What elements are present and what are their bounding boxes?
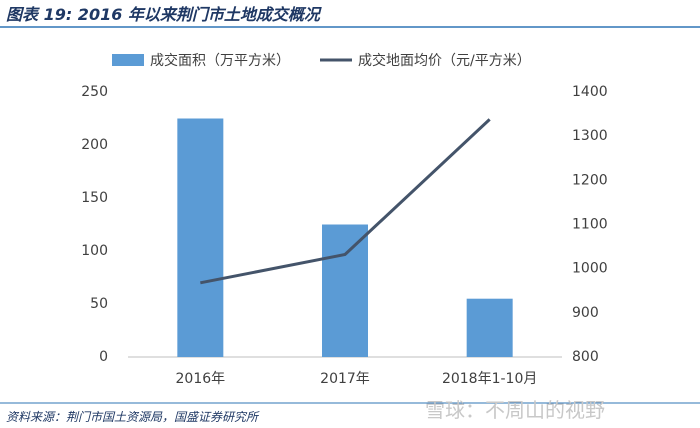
bar (177, 118, 224, 357)
y2-tick-label: 800 (572, 349, 599, 365)
y-tick-label: 200 (81, 137, 108, 153)
x-tick-label: 2018年1-10月 (442, 371, 537, 387)
y-tick-label: 50 (90, 296, 108, 312)
chart-title: 图表 19: 2016 年以来荆门市土地成交概况 (6, 5, 322, 24)
legend-swatch (112, 54, 144, 66)
y-tick-label: 0 (99, 349, 108, 365)
y2-tick-label: 1000 (572, 261, 608, 277)
bar (466, 298, 513, 357)
bar (322, 224, 368, 357)
x-tick-label: 2017年 (320, 371, 370, 387)
y2-tick-label: 1300 (572, 128, 608, 144)
y2-tick-label: 1400 (572, 84, 608, 100)
y2-tick-label: 900 (572, 305, 599, 321)
line (200, 118, 491, 285)
legend-label: 成交面积（万平方米） (150, 52, 290, 69)
watermark: 雪球：不周山的视野 (425, 398, 605, 422)
y2-tick-label: 1100 (572, 217, 608, 233)
x-tick-label: 2016年 (176, 371, 226, 387)
legend-label: 成交地面均价（元/平方米） (358, 52, 531, 69)
y2-tick-label: 1200 (572, 172, 608, 188)
y-tick-label: 150 (81, 190, 108, 206)
y-tick-label: 250 (81, 84, 108, 100)
source: 资料来源：荆门市国土资源局，国盛证券研究所 (6, 410, 260, 424)
y-tick-label: 100 (81, 243, 108, 259)
